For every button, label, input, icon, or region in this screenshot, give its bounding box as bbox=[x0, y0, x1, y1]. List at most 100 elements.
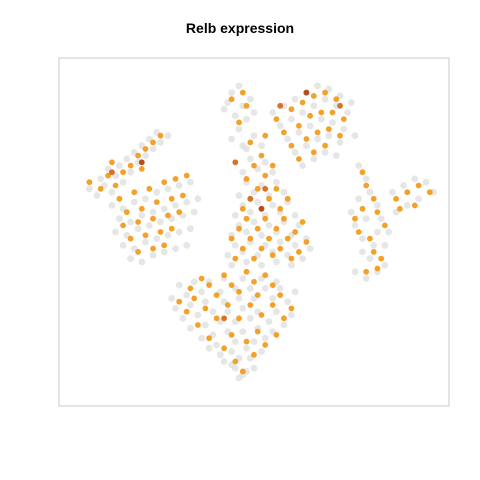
background-cell-point bbox=[314, 135, 321, 143]
background-cell-point bbox=[190, 278, 198, 286]
expressing-cell-point bbox=[105, 172, 111, 179]
high-cell-point bbox=[221, 315, 228, 322]
background-cell-point bbox=[119, 178, 127, 186]
expressing-cell-point bbox=[236, 315, 242, 322]
background-cell-point bbox=[145, 222, 153, 229]
expressing-cell-point bbox=[254, 185, 261, 192]
background-cell-point bbox=[239, 168, 247, 176]
background-cell-point bbox=[310, 102, 318, 110]
expressing-cell-point bbox=[359, 169, 366, 176]
expressing-cell-point bbox=[329, 109, 336, 116]
background-cell-point bbox=[374, 228, 381, 236]
background-cell-point bbox=[347, 99, 355, 106]
expressing-cell-point bbox=[307, 112, 313, 119]
background-cell-point bbox=[172, 202, 179, 209]
expressing-cell-point bbox=[142, 232, 149, 239]
background-cell-point bbox=[116, 215, 123, 223]
expressing-cell-point bbox=[243, 215, 250, 222]
background-cell-point bbox=[243, 344, 250, 352]
high-cell-point bbox=[277, 102, 284, 109]
expressing-cell-point bbox=[340, 116, 347, 122]
expressing-cell-point bbox=[337, 132, 343, 139]
background-cell-point bbox=[239, 328, 247, 335]
expressing-cell-point bbox=[150, 215, 156, 222]
expressing-cell-point bbox=[195, 322, 201, 328]
highest-cell-point bbox=[303, 89, 310, 96]
background-cell-point bbox=[164, 185, 172, 193]
background-cell-point bbox=[280, 188, 288, 196]
background-cell-point bbox=[340, 125, 348, 133]
background-cell-point bbox=[269, 202, 277, 209]
expressing-cell-point bbox=[374, 209, 381, 216]
highest-cell-point bbox=[138, 159, 145, 166]
points-layer bbox=[86, 82, 437, 382]
background-cell-point bbox=[403, 202, 411, 209]
expressing-cell-point bbox=[296, 156, 302, 162]
background-cell-point bbox=[276, 238, 284, 246]
background-cell-point bbox=[142, 195, 149, 203]
expressing-cell-point bbox=[135, 249, 142, 255]
background-cell-point bbox=[183, 291, 191, 299]
expressing-cell-point bbox=[247, 235, 254, 242]
background-cell-point bbox=[377, 215, 385, 223]
expressing-cell-point bbox=[168, 225, 175, 232]
background-cell-point bbox=[362, 215, 370, 223]
background-cell-point bbox=[228, 135, 236, 143]
expressing-cell-point bbox=[277, 292, 284, 298]
expressing-cell-point bbox=[266, 235, 272, 242]
background-cell-point bbox=[175, 182, 183, 189]
background-cell-point bbox=[359, 248, 366, 256]
background-cell-point bbox=[213, 341, 221, 349]
background-cell-point bbox=[239, 305, 247, 312]
expressing-cell-point bbox=[322, 89, 328, 96]
background-cell-point bbox=[134, 225, 142, 233]
expressing-cell-point bbox=[221, 272, 228, 279]
background-cell-point bbox=[179, 314, 187, 322]
expressing-cell-point bbox=[382, 222, 388, 229]
background-cell-point bbox=[149, 208, 157, 216]
expressing-cell-point bbox=[404, 189, 411, 196]
expressing-cell-point bbox=[127, 235, 134, 242]
high-cell-point bbox=[232, 159, 239, 166]
background-cell-point bbox=[175, 228, 183, 236]
background-cell-point bbox=[299, 162, 306, 170]
background-cell-point bbox=[370, 241, 378, 249]
expressing-cell-point bbox=[310, 93, 317, 99]
expressing-cell-point bbox=[397, 205, 403, 212]
background-cell-point bbox=[359, 235, 366, 243]
background-cell-point bbox=[202, 321, 209, 329]
background-cell-point bbox=[246, 95, 254, 103]
background-cell-point bbox=[153, 188, 161, 196]
background-cell-point bbox=[172, 305, 179, 312]
expressing-cell-point bbox=[228, 332, 235, 338]
background-cell-point bbox=[261, 334, 269, 342]
expressing-cell-point bbox=[314, 129, 321, 136]
background-cell-point bbox=[254, 198, 262, 206]
expressing-cell-point bbox=[310, 149, 317, 156]
expressing-cell-point bbox=[355, 229, 362, 235]
background-cell-point bbox=[160, 248, 168, 256]
expressing-cell-point bbox=[415, 182, 422, 189]
expressing-cell-point bbox=[269, 282, 276, 288]
background-cell-point bbox=[108, 188, 116, 196]
background-cell-point bbox=[168, 295, 176, 302]
background-cell-point bbox=[265, 318, 273, 325]
expressing-cell-point bbox=[206, 282, 213, 288]
background-cell-point bbox=[123, 155, 131, 163]
background-cell-point bbox=[261, 285, 269, 292]
background-cell-point bbox=[183, 241, 191, 249]
background-cell-point bbox=[291, 212, 299, 219]
expressing-cell-point bbox=[116, 195, 123, 202]
background-cell-point bbox=[250, 218, 258, 226]
background-cell-point bbox=[220, 105, 228, 113]
expressing-cell-point bbox=[258, 245, 265, 252]
expressing-cell-point bbox=[138, 205, 145, 212]
expressing-cell-point bbox=[333, 96, 340, 103]
background-cell-point bbox=[175, 281, 183, 289]
expressing-cell-point bbox=[183, 308, 190, 315]
expressing-cell-point bbox=[239, 368, 246, 375]
background-cell-point bbox=[321, 95, 329, 103]
background-cell-point bbox=[246, 155, 254, 163]
background-cell-point bbox=[224, 251, 232, 259]
expressing-cell-point bbox=[135, 219, 142, 225]
